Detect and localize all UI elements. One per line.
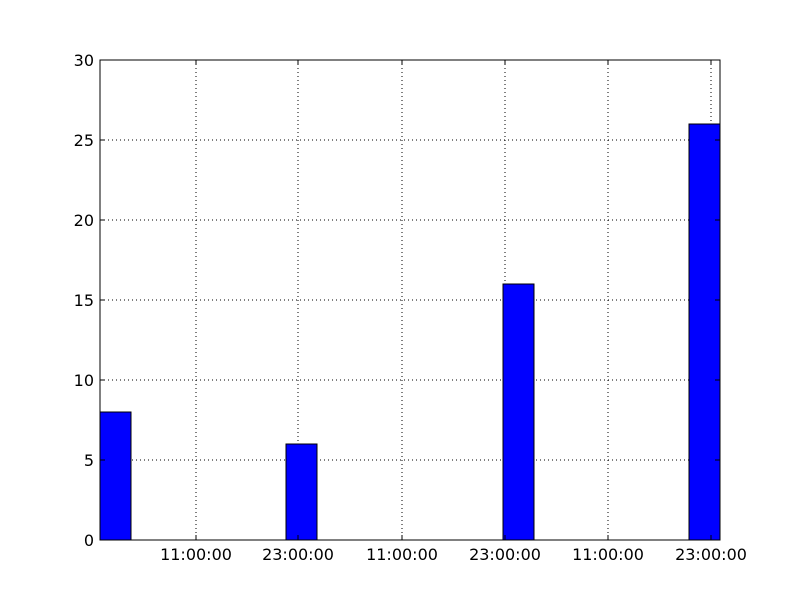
y-tick-label: 15 [74, 291, 94, 310]
x-tick-label: 11:00:00 [366, 545, 438, 564]
bar [285, 443, 318, 541]
bar [502, 283, 535, 541]
y-tick-label: 20 [74, 211, 94, 230]
x-tick-label: 23:00:00 [675, 545, 747, 564]
y-tick-label: 0 [84, 531, 94, 550]
x-tick-label: 11:00:00 [160, 545, 232, 564]
bar [688, 123, 721, 541]
x-tick-label: 23:00:00 [469, 545, 541, 564]
bar [99, 411, 132, 541]
bars [99, 123, 721, 541]
y-tick-label: 30 [74, 51, 94, 70]
x-tick-label: 23:00:00 [262, 545, 334, 564]
y-tick-label: 5 [84, 451, 94, 470]
y-tick-label: 10 [74, 371, 94, 390]
x-axis: 11:00:00 23:00:00 11:00:00 23:00:00 11:00:00… [160, 60, 747, 564]
y-axis: 0 5 10 15 20 25 30 [74, 51, 720, 550]
y-tick-label: 25 [74, 131, 94, 150]
grid [100, 60, 720, 540]
x-tick-label: 11:00:00 [572, 545, 644, 564]
